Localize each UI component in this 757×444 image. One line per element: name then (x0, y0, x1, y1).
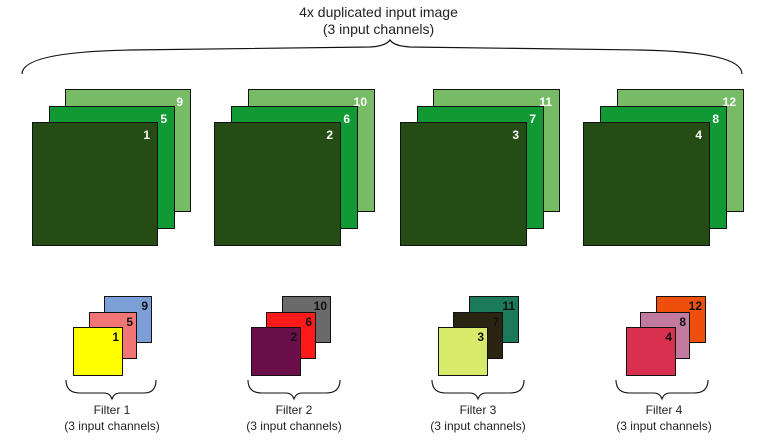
image-channel-front-square: 1 (32, 122, 158, 246)
filter-subtitle: (3 input channels) (430, 419, 526, 433)
filter-name: Filter 4 (645, 403, 683, 417)
channel-number: 1 (143, 128, 150, 142)
channel-number: 10 (313, 299, 327, 313)
channel-number: 2 (290, 330, 297, 344)
channel-number: 3 (477, 330, 484, 344)
filter-name: Filter 2 (275, 403, 313, 417)
filter-1-brace (65, 379, 157, 401)
channel-number: 12 (688, 299, 702, 313)
filter-4-brace (615, 379, 709, 401)
channel-number: 6 (305, 315, 312, 329)
filter-subtitle: (3 input channels) (64, 419, 160, 433)
top-brace (21, 38, 743, 75)
filter-name: Filter 3 (459, 403, 497, 417)
channel-number: 9 (176, 95, 183, 109)
filter-2-brace (247, 379, 341, 401)
image-channel-front-square: 4 (583, 122, 710, 246)
filter-channel-front-square: 3 (438, 327, 488, 376)
filter-subtitle: (3 input channels) (246, 419, 342, 433)
channel-number: 7 (529, 112, 536, 126)
channel-number: 11 (502, 299, 515, 313)
channel-number: 5 (126, 315, 133, 329)
image-channel-front-square: 3 (400, 122, 527, 246)
header-title: 4x duplicated input image (299, 4, 458, 20)
filter-3-brace (431, 379, 525, 401)
channel-number: 12 (722, 95, 736, 109)
filter-channel-front-square: 4 (626, 327, 676, 376)
header-subtitle: (3 input channels) (322, 21, 435, 37)
channel-number: 8 (712, 112, 719, 126)
channel-number: 3 (512, 128, 519, 142)
image-channel-front-square: 2 (214, 122, 341, 246)
channel-number: 1 (112, 330, 119, 344)
filter-name: Filter 1 (93, 403, 131, 417)
channel-number: 4 (665, 330, 672, 344)
channel-number: 8 (679, 315, 686, 329)
channel-number: 2 (326, 128, 333, 142)
channel-number: 11 (539, 95, 552, 109)
channel-number: 7 (492, 315, 499, 329)
channel-number: 10 (353, 95, 367, 109)
channel-number: 6 (343, 112, 350, 126)
filter-channel-front-square: 2 (251, 327, 301, 376)
filter-channel-front-square: 1 (73, 327, 123, 376)
channel-number: 4 (695, 128, 702, 142)
channel-number: 5 (160, 112, 167, 126)
filter-subtitle: (3 input channels) (616, 419, 712, 433)
channel-number: 9 (141, 299, 148, 313)
